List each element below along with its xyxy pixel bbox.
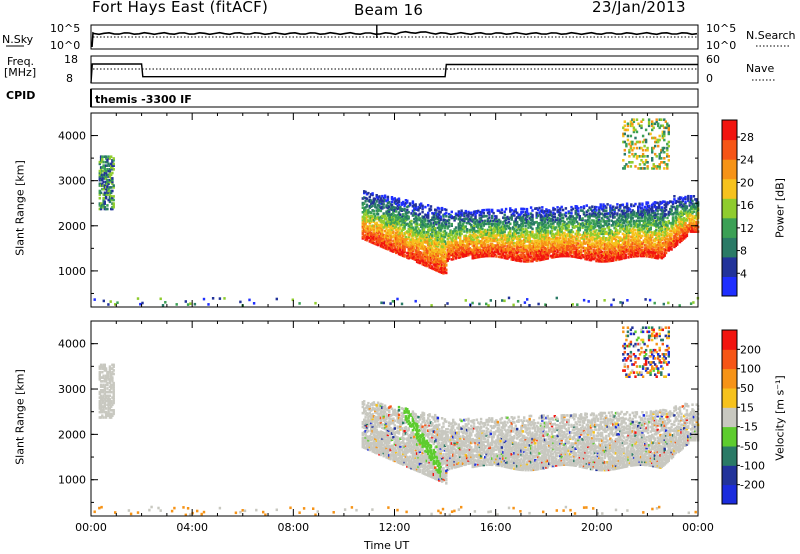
power-colorbar-frame	[721, 119, 738, 297]
power-colorbar-label: 8	[740, 245, 747, 258]
velocity-colorbar-label: 200	[740, 343, 761, 356]
nsearch-tick-bottom: 10^0	[706, 39, 737, 52]
velocity-cells	[93, 326, 700, 517]
velocity-colorbar-label: -15	[740, 421, 758, 434]
velocity-colorbar-segment	[722, 465, 737, 486]
velocity-colorbar-segment	[722, 484, 737, 505]
nsearch-tick-top: 10^5	[706, 22, 737, 35]
cpid-value: themis -3300 IF	[95, 93, 192, 106]
nsky-tick-top: 10^5	[50, 22, 81, 35]
freq-trace	[90, 63, 698, 84]
power-ytick-label: 1000	[58, 265, 86, 278]
nsky-tick-bottom: 10^0	[50, 39, 81, 52]
velocity-colorbar-segment	[722, 407, 737, 428]
xtick-label: 20:00	[581, 521, 613, 534]
velocity-ytick-label: 3000	[58, 383, 86, 396]
velocity-colorbar-label: -100	[740, 459, 765, 472]
power-ytick-label: 4000	[58, 130, 86, 143]
velocity-colorbar-segment	[722, 349, 737, 370]
power-cells	[93, 118, 700, 307]
power-colorbar-segment	[722, 276, 737, 297]
power-colorbar-segment	[722, 139, 737, 160]
power-ytick-label: 3000	[58, 175, 86, 188]
beam-title: Beam 16	[354, 1, 424, 19]
power-colorbar-label: 16	[740, 199, 754, 212]
nsky-trace	[91, 30, 698, 48]
freq-label: Freq.	[7, 55, 35, 68]
power-colorbar-segment	[722, 178, 737, 199]
xtick-label: 16:00	[480, 521, 512, 534]
power-colorbar-label: 28	[740, 131, 754, 144]
power-ylabel: Slant Range [km]	[13, 160, 27, 256]
nave-label: Nave	[746, 62, 775, 75]
freq-tick-top: 18	[64, 53, 78, 66]
power-colorbar-segment	[722, 217, 737, 238]
nave-tick-top: 60	[706, 53, 720, 66]
velocity-colorbar-label: 50	[740, 382, 754, 395]
power-colorbar-segment	[722, 256, 737, 277]
power-colorbar-segment	[722, 198, 737, 219]
power-colorbar-label: 24	[740, 154, 754, 167]
power-colorbar-segment	[722, 120, 737, 141]
velocity-ytick-label: 4000	[58, 338, 86, 351]
xtick-label: 12:00	[379, 521, 411, 534]
velocity-colorbar-segment	[722, 368, 737, 389]
freq-unit-label: [MHz]	[4, 66, 37, 79]
velocity-colorbar-label: -50	[740, 440, 758, 453]
station-title: Fort Hays East (fitACF)	[92, 0, 269, 16]
velocity-colorbar-segment	[722, 388, 737, 408]
xtick-label: 08:00	[277, 521, 309, 534]
nsky-label: N.Sky	[2, 33, 34, 46]
velocity-colorbar-label: 15	[740, 401, 754, 414]
xtick-label: 00:00	[75, 521, 107, 534]
freq-frame	[90, 55, 699, 84]
power-colorbar-label: Power [dB]	[773, 178, 787, 238]
velocity-colorbar-segment	[722, 446, 737, 466]
velocity-colorbar-label: -200	[740, 479, 765, 492]
velocity-colorbar-frame	[721, 329, 738, 505]
nave-tick-bottom: 0	[706, 72, 713, 85]
velocity-ylabel: Slant Range [km]	[13, 369, 27, 465]
power-colorbar-label: 12	[740, 222, 754, 235]
xaxis-label: Time UT	[364, 539, 410, 552]
power-colorbar-segment	[722, 237, 737, 258]
power-colorbar-label: 20	[740, 176, 754, 189]
date-title: 23/Jan/2013	[592, 0, 686, 16]
velocity-ytick-label: 2000	[58, 428, 86, 441]
xtick-label: 00:00	[682, 521, 714, 534]
power-colorbar-label: 4	[740, 267, 747, 280]
velocity-colorbar-label: Velocity [m s⁻¹]	[773, 375, 787, 461]
nsky-frame	[90, 24, 699, 50]
xtick-label: 04:00	[176, 521, 208, 534]
power-ytick-label: 2000	[58, 220, 86, 233]
freq-tick-bottom: 8	[66, 72, 73, 85]
nsearch-label: N.Search	[746, 29, 796, 42]
velocity-ytick-label: 1000	[58, 474, 86, 487]
velocity-colorbar-segment	[722, 330, 737, 350]
power-colorbar-segment	[722, 159, 737, 180]
cpid-label: CPID	[6, 89, 36, 102]
velocity-colorbar-label: 100	[740, 363, 761, 376]
velocity-colorbar-segment	[722, 426, 737, 447]
